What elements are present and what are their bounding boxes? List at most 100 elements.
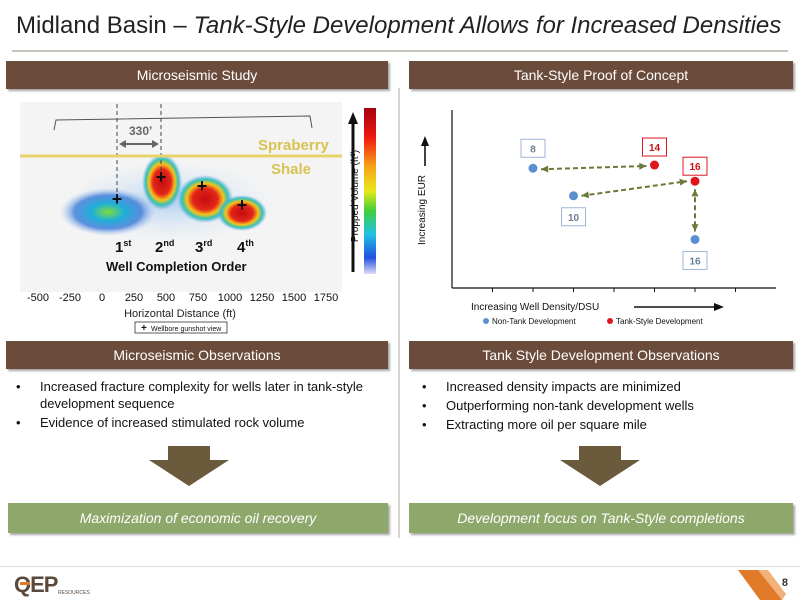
legend-swatch bbox=[483, 318, 489, 324]
x-tick-9: 1750 bbox=[314, 292, 338, 304]
data-label-box bbox=[561, 207, 586, 227]
x-axis-label: Horizontal Distance (ft) bbox=[124, 308, 236, 320]
colorbar-arrowhead bbox=[348, 112, 358, 124]
data-point bbox=[690, 234, 700, 244]
stage-cloud-4 bbox=[217, 195, 267, 231]
compare-arrow-10-16 bbox=[581, 180, 688, 197]
column-divider bbox=[398, 88, 400, 538]
legend-label: Wellbore gunshot view bbox=[151, 326, 222, 333]
title-italic: Tank-Style Development Allows for Increa… bbox=[193, 12, 782, 39]
eur-density-chart: Increasing EUR Increasing Well Density/DS… bbox=[417, 110, 776, 326]
formation-label-1: Spraberry bbox=[258, 137, 330, 154]
x-tick-8: 1500 bbox=[282, 292, 306, 304]
x-label-arrowhead bbox=[714, 303, 724, 311]
bullet-item: Outperforming non-tank development wells bbox=[416, 397, 788, 414]
formation-label-2: Shale bbox=[271, 161, 311, 178]
wellbore-marker-2: + bbox=[156, 167, 167, 187]
data-label: 16 bbox=[689, 256, 701, 267]
compare-arrow-16-16-head-end bbox=[691, 224, 699, 232]
y-axis-label: Increasing EUR bbox=[417, 175, 428, 245]
data-label-box bbox=[682, 156, 708, 176]
order-label-4: 4th bbox=[237, 238, 254, 256]
slide-title: Midland Basin – Tank-Style Development A… bbox=[16, 12, 781, 40]
corner-stripe bbox=[738, 570, 782, 600]
compare-arrow-10-16-head-end bbox=[679, 178, 687, 186]
stage-cloud-2 bbox=[142, 154, 182, 210]
microseismic-study-header: Microseismic Study bbox=[6, 61, 388, 89]
compare-arrow-16-16-head-start bbox=[691, 189, 699, 197]
down-arrow-shape bbox=[560, 446, 640, 486]
order-label-3: 3rd bbox=[195, 238, 212, 256]
x-tick-1: -250 bbox=[59, 292, 81, 304]
x-tick-5: 750 bbox=[189, 292, 207, 304]
legend-swatch bbox=[607, 318, 613, 324]
stage-cloud-1 bbox=[60, 188, 156, 236]
left-conclusion: Maximization of economic oil recovery bbox=[8, 503, 388, 533]
bullet-item: Increased fracture complexity for wells … bbox=[10, 378, 382, 412]
compare-arrow-8-14-head-end bbox=[639, 162, 647, 170]
legend-box bbox=[134, 321, 228, 334]
x-tick-0: -500 bbox=[27, 292, 49, 304]
data-label: 14 bbox=[649, 143, 661, 154]
data-point bbox=[690, 176, 700, 186]
colorbar-label: Propped Volume (ft³) bbox=[350, 150, 360, 242]
down-arrow-right bbox=[560, 446, 640, 486]
legend-label: Tank-Style Development bbox=[616, 317, 703, 326]
data-point bbox=[650, 160, 659, 170]
legend-marker: + bbox=[141, 323, 147, 334]
down-arrow-shape bbox=[149, 446, 229, 486]
x-tick-7: 1250 bbox=[250, 292, 274, 304]
data-label: 10 bbox=[568, 213, 580, 224]
compare-arrow-8-14-head-start bbox=[541, 165, 549, 173]
spacing-label: 330’ bbox=[129, 124, 152, 138]
bullet-item: Increased density impacts are minimized bbox=[416, 378, 788, 395]
microseismic-observations-header: Microseismic Observations bbox=[6, 341, 388, 369]
compare-arrow-8-14 bbox=[540, 165, 647, 171]
spacing-arrowhead-left bbox=[119, 140, 126, 148]
x-tick-2: 0 bbox=[99, 292, 105, 304]
bullet-item: Evidence of increased stimulated rock vo… bbox=[10, 414, 382, 431]
wellbore-marker-1: + bbox=[112, 189, 123, 209]
compare-arrow-10-16-head-start bbox=[581, 191, 590, 199]
colorbar bbox=[348, 108, 376, 274]
tank-observations-header: Tank Style Development Observations bbox=[409, 341, 793, 369]
data-point bbox=[528, 163, 538, 173]
wellbore-marker-3: + bbox=[197, 176, 208, 196]
footer-rule bbox=[0, 566, 800, 567]
qep-logo: QEP RESOURCES bbox=[14, 572, 90, 597]
title-rule bbox=[12, 50, 788, 52]
data-point bbox=[569, 191, 578, 201]
corner-stripe-light bbox=[758, 570, 786, 600]
x-tick-3: 250 bbox=[125, 292, 143, 304]
spacing-arrowhead-right bbox=[152, 140, 159, 148]
wellbore-marker-4: + bbox=[237, 195, 248, 215]
data-label-box bbox=[682, 250, 708, 270]
lateral-bracket bbox=[53, 115, 313, 131]
corner-graphic bbox=[738, 570, 786, 600]
x-tick-4: 500 bbox=[157, 292, 175, 304]
microseismic-figure: 330’ Spraberry Shale + + + + 1st 2nd 3rd… bbox=[20, 102, 360, 334]
logo-sub: RESOURCES bbox=[58, 590, 90, 596]
order-label-1: 1st bbox=[115, 238, 131, 256]
tank-bullets: Increased density impacts are minimized … bbox=[416, 378, 788, 435]
x-axis-ticks: -500 -250 0 250 500 750 1000 1250 1500 1… bbox=[27, 292, 338, 304]
down-arrow-left bbox=[149, 446, 229, 486]
data-label: 16 bbox=[689, 162, 701, 173]
order-caption: Well Completion Order bbox=[106, 259, 247, 274]
y-label-arrowhead bbox=[421, 136, 429, 146]
microseismic-bullets: Increased fracture complexity for wells … bbox=[10, 378, 382, 433]
page-number: 8 bbox=[781, 577, 788, 589]
x-axis-label: Increasing Well Density/DSU bbox=[471, 302, 599, 313]
legend-label: Non-Tank Development bbox=[492, 317, 576, 326]
logo-accent bbox=[20, 582, 30, 585]
data-label-box bbox=[642, 137, 667, 157]
order-label-2: 2nd bbox=[155, 238, 174, 256]
colorbar-gradient bbox=[364, 108, 376, 274]
bullet-item: Extracting more oil per square mile bbox=[416, 416, 788, 433]
data-label: 8 bbox=[530, 144, 536, 155]
proof-of-concept-header: Tank-Style Proof of Concept bbox=[409, 61, 793, 89]
data-label-box bbox=[520, 138, 546, 158]
x-tick-6: 1000 bbox=[218, 292, 242, 304]
title-plain: Midland Basin – bbox=[16, 12, 194, 39]
right-conclusion: Development focus on Tank-Style completi… bbox=[409, 503, 793, 533]
